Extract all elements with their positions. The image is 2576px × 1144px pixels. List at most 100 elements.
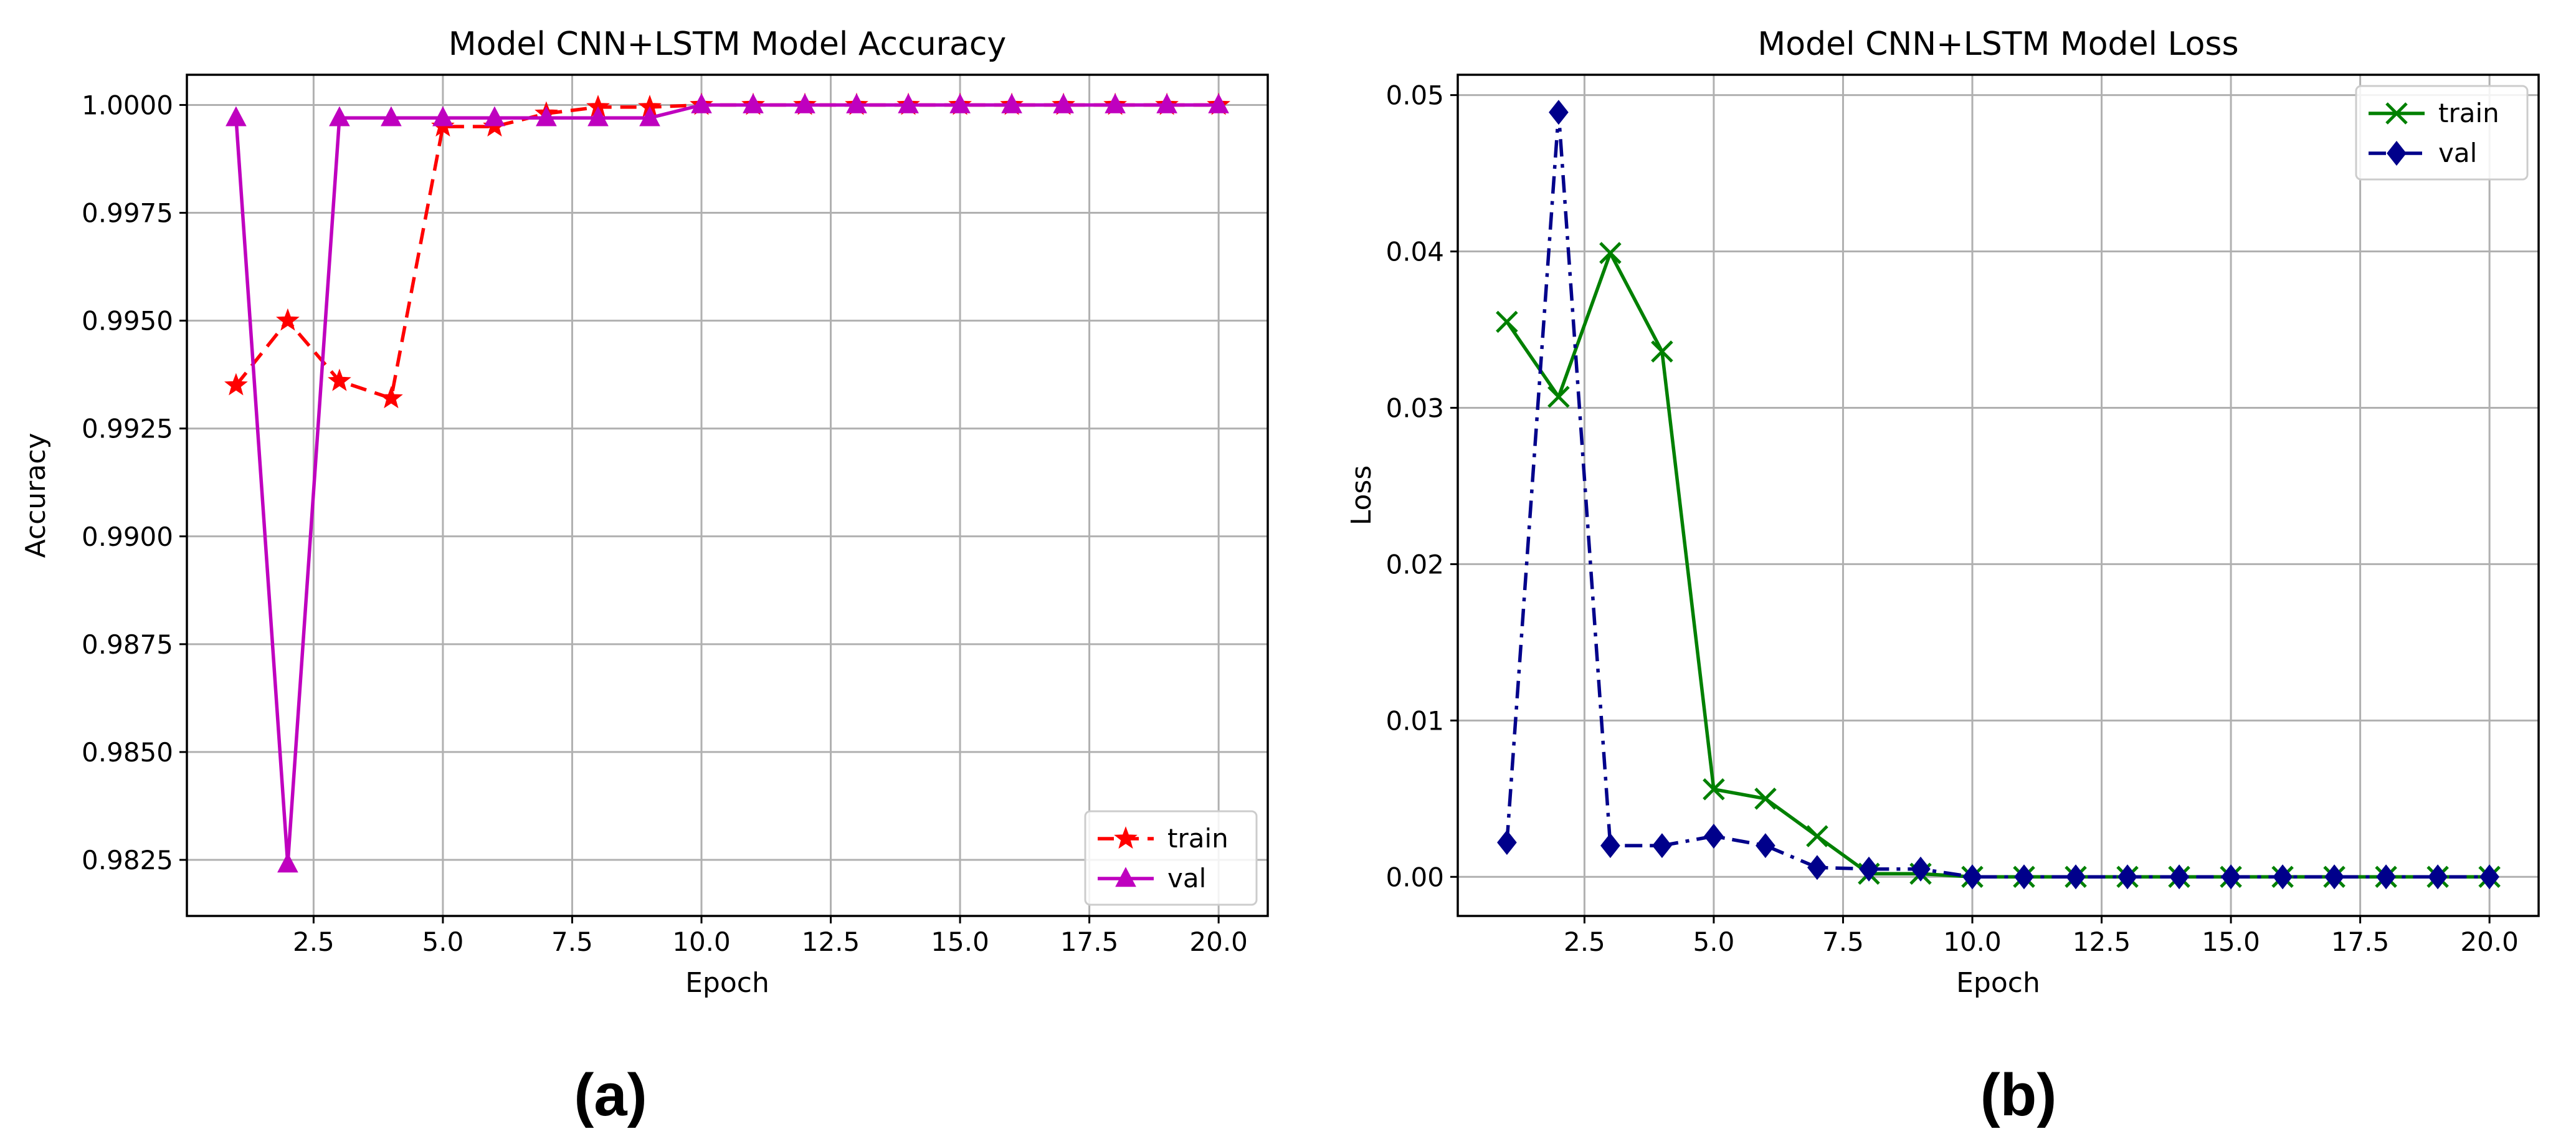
x-tick-label: 2.5: [1564, 927, 1605, 957]
data-point-val: [2117, 864, 2137, 890]
data-point-val: [949, 93, 971, 113]
data-point-val: [2169, 864, 2189, 890]
data-point-val: [2066, 864, 2086, 890]
data-point-train: [1496, 310, 1518, 333]
data-point-val: [2376, 864, 2396, 890]
y-tick-label: 1.0000: [82, 90, 173, 120]
x-tick-label: 7.5: [1822, 927, 1864, 957]
legend-marker-val: [2387, 140, 2407, 166]
data-point-val: [639, 106, 660, 126]
data-point-val: [381, 106, 402, 126]
data-point-train: [1754, 788, 1777, 810]
legend-marker-val: [1115, 867, 1136, 887]
data-point-val: [587, 106, 609, 126]
accuracy-chart: 2.5 5.0 7.5 10.0 12.5 15.0 17.5 20.0 0.9825 0.985…: [20, 26, 1269, 1128]
data-point-val: [1652, 833, 1672, 859]
y-tick-label: 0.04: [1385, 237, 1444, 267]
data-point-val: [1208, 93, 1229, 113]
data-point-val: [1001, 93, 1022, 113]
data-point-val: [226, 106, 247, 126]
data-point-val: [1156, 93, 1177, 113]
x-tick-label: 15.0: [931, 927, 989, 957]
data-point-val: [1859, 856, 1879, 882]
data-point-train: [1599, 242, 1622, 264]
y-tick-label: 0.9950: [82, 306, 173, 336]
legend: train val: [1084, 810, 1258, 906]
y-tick-label: 0.03: [1385, 393, 1444, 423]
data-point-val: [1756, 833, 1775, 859]
data-point-train: [379, 386, 403, 409]
data-point-val: [536, 106, 557, 126]
data-point-val: [1105, 93, 1126, 113]
data-point-train: [1703, 778, 1725, 801]
plot-frame: [186, 74, 1269, 917]
x-tick-label: 5.0: [422, 927, 464, 957]
x-tick-label: 7.5: [551, 927, 593, 957]
series-line-val: [1505, 110, 2490, 879]
series-line-train: [234, 103, 1219, 400]
data-point-val: [1704, 823, 1724, 849]
legend-label-train: train: [1167, 823, 1229, 854]
panel-label: (b): [1980, 1062, 2057, 1128]
panel-label: (a): [574, 1062, 647, 1128]
data-point-val: [1549, 100, 1569, 125]
data-point-val: [743, 93, 764, 113]
data-point-val: [2428, 864, 2448, 890]
x-tick-label: 20.0: [1189, 927, 1248, 957]
legend-label-val: val: [1167, 863, 1206, 894]
data-point-val: [277, 852, 298, 873]
y-tick-label: 0.9925: [82, 414, 173, 444]
data-point-val: [691, 93, 712, 113]
data-point-train: [276, 308, 300, 331]
data-point-val: [1497, 830, 1517, 856]
plot-frame: [1457, 74, 2540, 917]
data-point-val: [329, 106, 350, 126]
data-point-train: [328, 368, 351, 391]
x-tick-label: 2.5: [293, 927, 335, 957]
x-tick-label: 17.5: [2331, 927, 2390, 957]
y-tick-label: 0.9875: [82, 629, 173, 660]
data-point-train: [1651, 340, 1673, 363]
data-point-val: [2221, 864, 2241, 890]
x-tick-label: 15.0: [2202, 927, 2260, 957]
data-point-val: [2324, 864, 2344, 890]
x-tick-label: 12.5: [802, 927, 860, 957]
loss-chart: 2.5 5.0 7.5 10.0 12.5 15.0 17.5 20.0 0.00 0.01 0.0…: [1346, 26, 2540, 1128]
y-tick-label: 0.9975: [82, 198, 173, 229]
legend-marker-train: [1114, 826, 1138, 849]
legend-label-val: val: [2438, 138, 2477, 168]
y-tick-label: 0.01: [1385, 705, 1444, 736]
y-axis-label: Accuracy: [20, 433, 52, 558]
data-point-val: [2014, 864, 2034, 890]
data-point-val: [1807, 855, 1827, 880]
data-point-val: [1911, 856, 1931, 882]
data-point-val: [1962, 864, 1982, 890]
data-point-train: [1547, 386, 1570, 408]
data-point-train: [224, 373, 248, 396]
x-tick-label: 10.0: [672, 927, 731, 957]
data-point-val: [1053, 93, 1074, 113]
data-point-val: [2273, 864, 2293, 890]
x-axis-label: Epoch: [1956, 967, 2040, 999]
x-axis-label: Epoch: [685, 967, 769, 999]
data-point-val: [2479, 864, 2499, 890]
y-tick-label: 0.02: [1385, 549, 1444, 579]
legend: train val: [2355, 85, 2529, 181]
data-point-val: [432, 106, 454, 126]
data-point-val: [794, 93, 815, 113]
data-point-val: [898, 93, 919, 113]
y-tick-label: 0.9850: [82, 737, 173, 768]
legend-marker-train: [2385, 102, 2408, 125]
series-line-val: [234, 103, 1219, 866]
x-tick-label: 5.0: [1693, 927, 1735, 957]
data-point-val: [484, 106, 505, 126]
data-point-train: [1806, 825, 1828, 847]
x-tick-label: 10.0: [1943, 927, 2002, 957]
y-tick-label: 0.9825: [82, 845, 173, 875]
x-tick-label: 20.0: [2460, 927, 2519, 957]
chart-title: Model CNN+LSTM Model Accuracy: [449, 26, 1007, 63]
y-tick-label: 0.05: [1385, 80, 1444, 111]
y-tick-label: 0.00: [1385, 862, 1444, 892]
y-axis-label: Loss: [1346, 465, 1377, 526]
